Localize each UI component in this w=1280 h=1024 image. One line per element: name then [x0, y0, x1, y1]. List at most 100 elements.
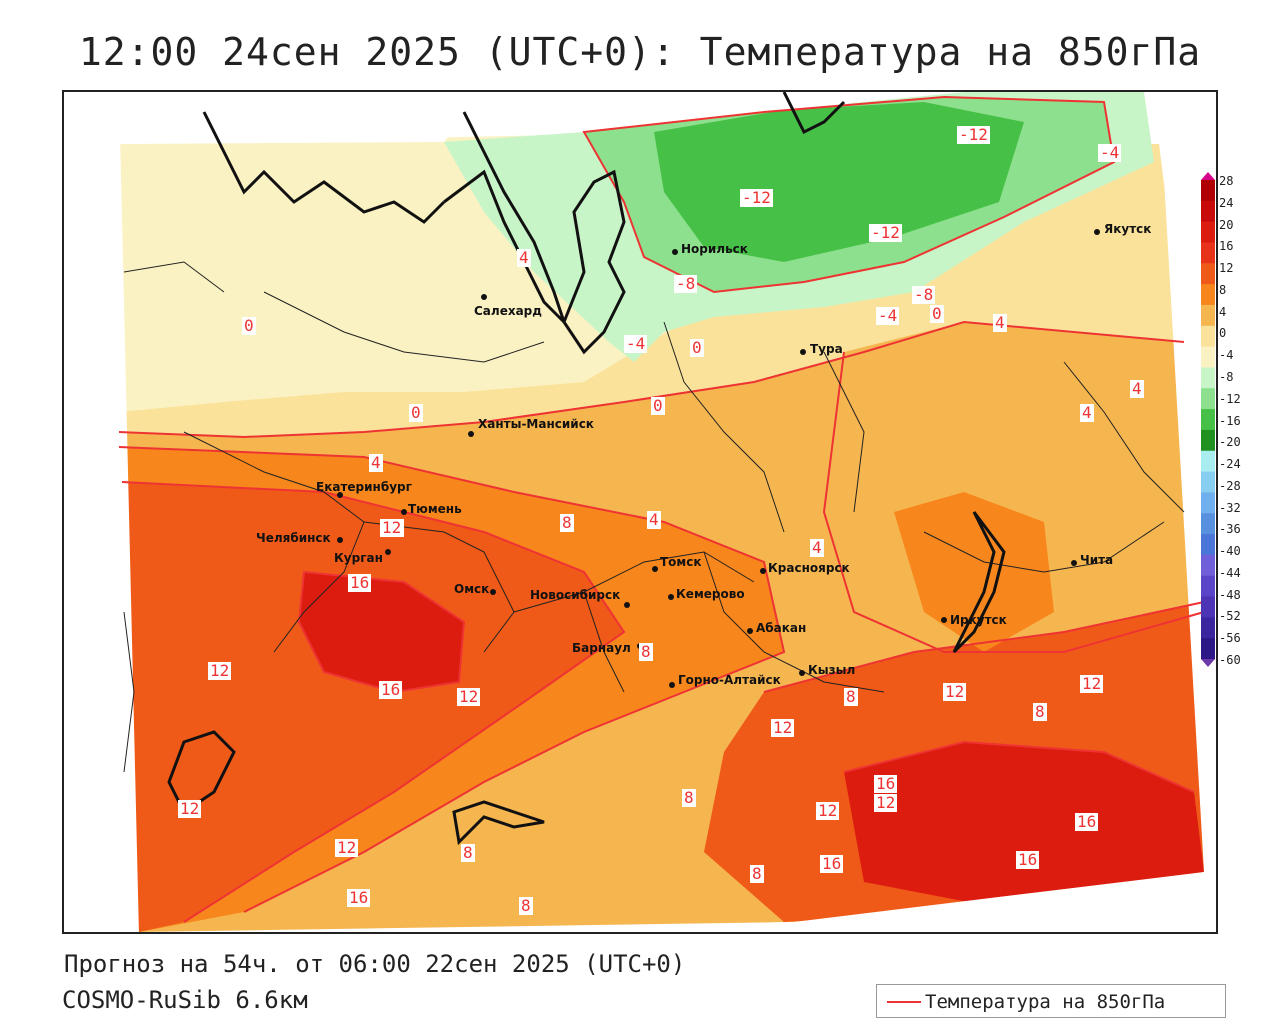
city-dot-novosibirsk	[624, 602, 630, 608]
city-dot-kurgan	[385, 549, 391, 555]
outside-domain-w	[64, 92, 139, 932]
colorbar-tick-label: -48	[1219, 587, 1241, 602]
contour-label: -12	[869, 223, 902, 242]
contour-label: 0	[930, 304, 944, 323]
city-label-khanty-mansiysk: Ханты-Мансийск	[478, 417, 594, 431]
city-label-chelyabinsk: Челябинск	[256, 531, 331, 545]
colorbar-swatch	[1201, 325, 1215, 348]
city-dot-abakan	[747, 628, 753, 634]
contour-label: 12	[457, 687, 481, 706]
temperature-map: Норильск Якутск Салехард Тура Ханты-Манс…	[62, 90, 1218, 934]
colorbar-top-arrow	[1201, 172, 1215, 180]
colorbar-tick-label: 8	[1219, 282, 1227, 297]
city-dot-yakutsk	[1094, 229, 1100, 235]
contour-label: 8	[750, 864, 764, 883]
contour-label: 4	[1130, 379, 1144, 398]
colorbar-swatch	[1201, 388, 1215, 410]
colorbar-tick-label: -8	[1219, 369, 1234, 384]
city-label-kyzyl: Кызыл	[808, 663, 856, 677]
contour-label: 12	[1080, 674, 1104, 693]
city-dot-gorno-altaysk	[669, 682, 675, 688]
contour-label: -4	[624, 334, 648, 353]
map-title: 12:00 24сен 2025 (UTC+0): Температура на…	[78, 30, 1202, 74]
contour-label: 0	[651, 396, 665, 415]
colorbar-tick-label: -28	[1219, 478, 1241, 493]
city-dot-chita	[1071, 560, 1077, 566]
contour-label: 8	[844, 687, 858, 706]
field-se-16plus	[844, 742, 1204, 907]
colorbar-tick-label: -40	[1219, 544, 1241, 559]
contour-label: 4	[993, 313, 1007, 332]
contour-label: 8	[639, 642, 653, 661]
city-label-salekhard: Салехард	[474, 304, 542, 318]
colorbar-swatch	[1201, 575, 1215, 598]
contour-label: 12	[771, 718, 795, 737]
colorbar-swatch	[1201, 367, 1215, 389]
contour-label: 4	[647, 510, 661, 529]
contour-label: 12	[335, 838, 359, 857]
contour-label: 8	[1033, 702, 1047, 721]
city-label-tyumen: Тюмень	[408, 502, 462, 516]
city-dot-norilsk	[672, 249, 678, 255]
contour-label: 8	[560, 513, 574, 532]
legend-label: Температура на 850гПа	[925, 991, 1166, 1013]
city-label-kurgan: Курган	[334, 551, 383, 565]
colorbar-tick-label: -56	[1219, 631, 1241, 646]
city-dot-kyzyl	[799, 670, 805, 676]
colorbar-tick-label: -44	[1219, 565, 1241, 580]
city-dot-chelyabinsk	[337, 537, 343, 543]
colorbar-swatch	[1201, 200, 1215, 223]
colorbar-tick-label: 16	[1219, 239, 1234, 254]
forecast-info: Прогноз на 54ч. от 06:00 22сен 2025 (UTC…	[64, 950, 686, 978]
outside-domain-nw	[64, 92, 484, 144]
contour-label: 4	[1080, 403, 1094, 422]
colorbar-swatch	[1201, 492, 1215, 514]
contour-lines	[118, 95, 1205, 923]
contour-label: -12	[957, 125, 990, 144]
colorbar-tick-label: -16	[1219, 413, 1241, 428]
colorbar-swatch	[1201, 180, 1215, 202]
city-label-norilsk: Норильск	[681, 242, 748, 256]
contour-label: 16	[348, 573, 372, 592]
city-dot-krasnoyarsk	[760, 568, 766, 574]
colorbar-swatch	[1201, 554, 1215, 577]
city-label-irkutsk: Иркутск	[950, 613, 1007, 627]
colorbar-tick-label: -36	[1219, 522, 1241, 537]
contour-label: 8	[461, 843, 475, 862]
contour-label: 16	[874, 774, 898, 793]
colorbar-tick-label: -12	[1219, 391, 1241, 406]
colorbar-swatch	[1201, 263, 1215, 285]
colorbar-swatch	[1201, 346, 1215, 368]
contour-label: 12	[816, 801, 840, 820]
colorbar-tick-label: 20	[1219, 217, 1234, 232]
contour-label: 4	[810, 538, 824, 557]
city-label-krasnoyarsk: Красноярск	[768, 561, 850, 575]
contour-label: 16	[1075, 812, 1099, 831]
colorbar-tick-label: -20	[1219, 435, 1241, 450]
city-label-novosibirsk: Новосибирск	[530, 588, 621, 602]
colorbar-tick-label: 24	[1219, 195, 1234, 210]
colorbar-swatch	[1201, 284, 1215, 306]
contour-label: 0	[690, 338, 704, 357]
temperature-field	[64, 92, 1216, 932]
city-label-yakutsk: Якутск	[1104, 222, 1152, 236]
admin-borders	[123, 261, 1185, 773]
city-dot-khanty-mansiysk	[468, 431, 474, 437]
colorbar-tick-label: -52	[1219, 609, 1241, 624]
contour-label: 16	[347, 888, 371, 907]
city-dot-salekhard	[481, 294, 487, 300]
colorbar-tick-label: 28	[1219, 174, 1234, 188]
colorbar	[1201, 172, 1215, 667]
coastlines	[167, 92, 1006, 846]
city-label-chita: Чита	[1080, 553, 1114, 567]
contour-label: 12	[208, 661, 232, 680]
city-label-tura: Тура	[810, 342, 843, 356]
contour-label: 0	[242, 316, 256, 335]
contour-label: -8	[912, 285, 936, 304]
city-label-abakan: Абакан	[756, 621, 807, 635]
city-label-ekaterinburg: Екатеринбург	[316, 480, 412, 494]
colorbar-swatch	[1201, 471, 1215, 493]
city-label-tomsk: Томск	[660, 555, 702, 569]
contour-label: 16	[379, 680, 403, 699]
city-dot-omsk	[490, 589, 496, 595]
